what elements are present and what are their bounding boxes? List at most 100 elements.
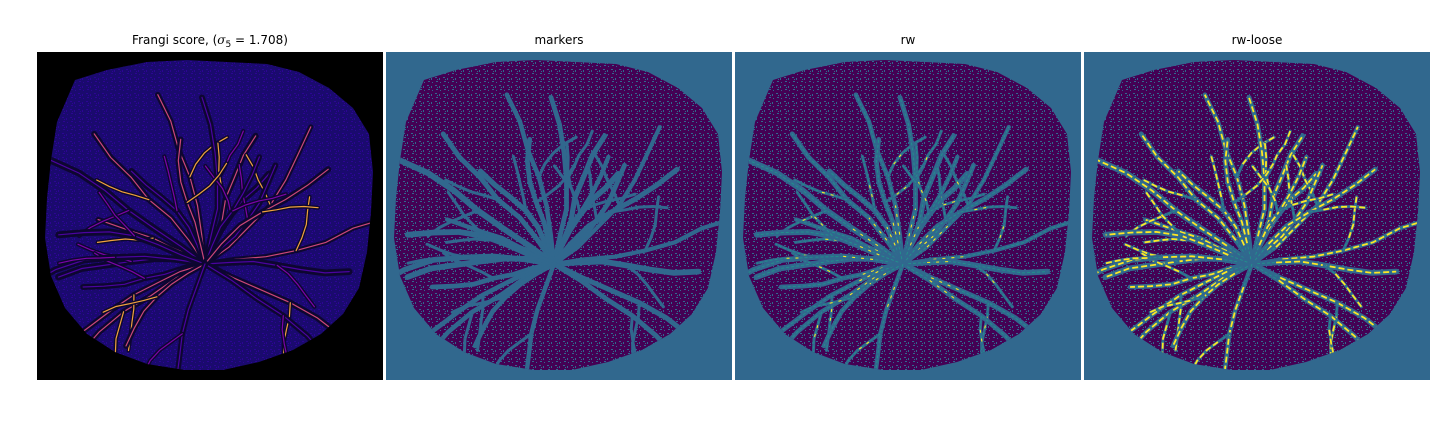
segmented-vessel xyxy=(1285,164,1294,207)
segmented-vessel xyxy=(1266,164,1324,251)
segmented-vessel xyxy=(1241,136,1275,165)
vessel-edge xyxy=(186,162,228,203)
vessel-edge xyxy=(447,192,484,237)
segmented-vessel xyxy=(1267,168,1376,245)
segmented-vessel xyxy=(1124,243,1165,259)
segmented-vessel xyxy=(1177,170,1246,246)
segmented-vessel xyxy=(886,226,896,246)
sigma-subscript: 5 xyxy=(225,40,232,50)
segmented-vessel xyxy=(1141,252,1180,273)
rw-loose-image xyxy=(1084,52,1430,380)
vessel-edge xyxy=(262,205,319,213)
vessel-edge xyxy=(594,154,620,206)
vessel-edge xyxy=(426,243,481,262)
rw-loose-canvas xyxy=(1084,52,1430,380)
segmented-vessel xyxy=(868,183,873,198)
panel-title-markers: markers xyxy=(534,33,584,47)
segmented-vessel xyxy=(1292,193,1334,206)
segmented-vessel xyxy=(1276,260,1397,274)
vessel-edge xyxy=(861,156,876,211)
segmented-vessel xyxy=(817,265,831,273)
segmented-vessel xyxy=(868,246,887,255)
tissue-region xyxy=(1092,60,1420,370)
markers-image xyxy=(386,52,732,380)
vessel-edge xyxy=(775,243,830,262)
segmented-vessel xyxy=(1105,230,1229,256)
vessel-edge xyxy=(96,179,150,201)
segmented-vessel xyxy=(827,300,842,305)
segmented-vessel xyxy=(1328,329,1339,370)
rw-canvas xyxy=(735,52,1081,380)
vessel-edge xyxy=(899,97,916,265)
segmented-vessel xyxy=(862,267,883,275)
vessel-edge xyxy=(553,135,606,265)
vessel-edge xyxy=(795,237,852,243)
segmented-vessel xyxy=(1097,159,1228,247)
segmented-vessel xyxy=(896,185,909,195)
vessel-edge xyxy=(399,159,555,265)
segmented-vessel xyxy=(1125,215,1164,237)
vessel-edge xyxy=(902,168,1027,265)
vessel-edge xyxy=(960,206,1017,213)
vessel-edge xyxy=(943,154,969,206)
segmented-vessel xyxy=(1264,143,1270,186)
segmented-vessel xyxy=(1245,162,1275,196)
segmented-vessel xyxy=(1105,257,1148,265)
vessel-network xyxy=(394,92,722,370)
segmented-vessel xyxy=(800,215,815,222)
vessel-edge xyxy=(611,206,668,213)
segmented-vessel xyxy=(1189,341,1219,370)
segmented-vessel xyxy=(974,206,989,211)
vessel-edge xyxy=(204,165,232,216)
segmented-vessel xyxy=(979,329,983,344)
vessel-edge xyxy=(407,256,464,264)
vessel-edge xyxy=(535,163,576,203)
tissue-region xyxy=(45,60,373,370)
panel-title-rw-loose: rw-loose xyxy=(1231,33,1283,47)
sigma-symbol: σ xyxy=(217,33,226,47)
vessel-edge xyxy=(801,296,856,313)
segmented-vessel xyxy=(909,226,920,246)
segmented-vessel xyxy=(1130,266,1232,288)
tissue-region xyxy=(394,60,722,370)
segmented-vessel xyxy=(1172,272,1236,347)
segmented-vessel xyxy=(1210,156,1223,198)
vessel-edge xyxy=(915,143,925,199)
segmented-vessel xyxy=(823,238,838,241)
vessel-edge xyxy=(553,168,678,265)
segmented-vessel xyxy=(1348,196,1358,239)
vessel-edge xyxy=(512,156,527,211)
vessel-edge xyxy=(506,94,555,265)
segmented-vessel xyxy=(812,215,824,226)
segmented-vessel xyxy=(1323,205,1366,211)
vessel-edge xyxy=(855,94,904,265)
vessel-edge xyxy=(446,237,503,243)
vessel-edge xyxy=(566,143,576,199)
segmented-vessel xyxy=(1329,316,1338,359)
tissue-region xyxy=(743,60,1071,370)
segmented-vessel xyxy=(857,341,870,351)
vessel-edge xyxy=(232,193,287,212)
vessel-edge xyxy=(587,164,598,221)
panel-title-frangi: Frangi score, (σ5 = 1.708) xyxy=(37,33,383,50)
segmented-vessel xyxy=(1258,156,1308,246)
markers-canvas xyxy=(386,52,732,380)
vessel-edge xyxy=(163,155,178,212)
segmented-vessel xyxy=(1149,299,1191,314)
vessel-edge xyxy=(902,135,955,265)
segmented-vessel xyxy=(885,286,896,311)
vessel-edge xyxy=(553,126,661,265)
panel-title-frangi-tail: = 1.708) xyxy=(231,33,288,47)
vessel-edge xyxy=(974,265,1013,308)
segmented-vessel xyxy=(1143,179,1183,197)
vessel-edge xyxy=(98,191,135,237)
segmented-vessel xyxy=(893,152,903,165)
segmented-vessel xyxy=(1218,286,1245,370)
vessel-edge xyxy=(58,256,116,264)
vessel-edge xyxy=(566,130,593,181)
vessel-edge xyxy=(474,263,555,347)
vessel-edge xyxy=(632,302,640,359)
vessel-edge xyxy=(446,219,555,265)
segmented-vessel xyxy=(813,325,819,339)
vessel-edge xyxy=(930,193,985,212)
